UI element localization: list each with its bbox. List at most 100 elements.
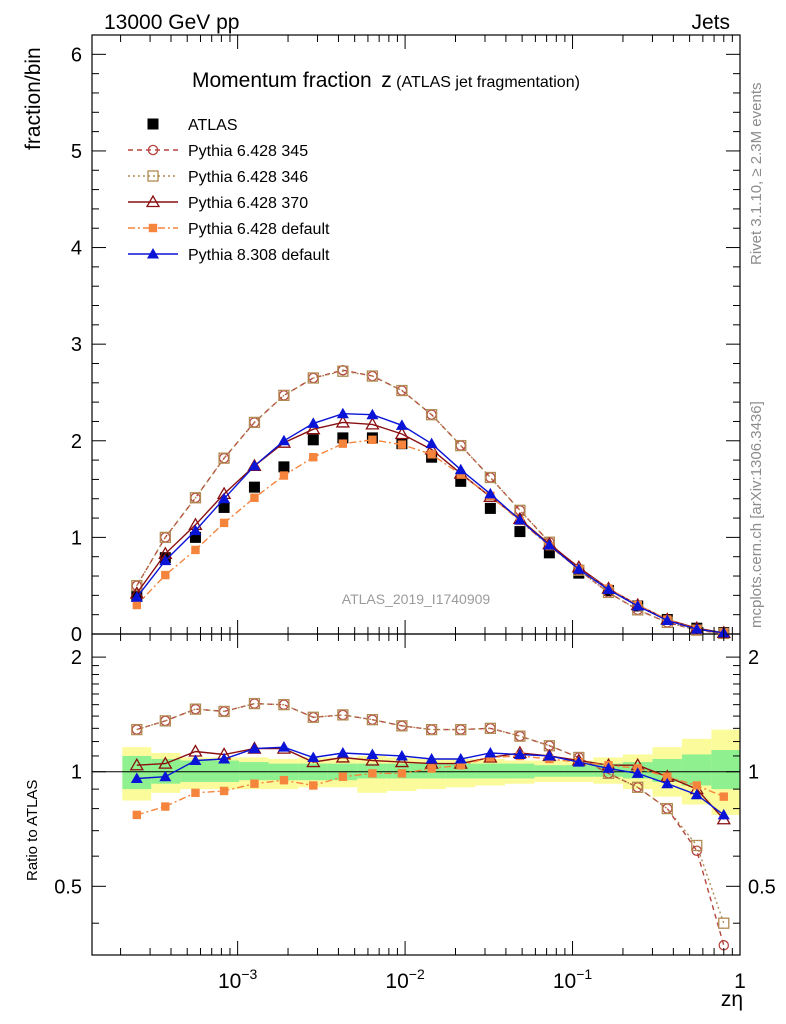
series-line-ratio [136,747,725,820]
series-point-ratio [218,752,231,764]
series-point-ratio [663,772,672,781]
series-point-ratio [662,803,673,814]
series-point-main [484,471,497,484]
series-point-main [485,472,496,483]
series-point-ratio [397,769,407,778]
series-point-ratio [189,754,202,766]
series-point-ratio [191,788,200,798]
y-tick-label-0: 0 [71,624,82,646]
series-point-ratio [309,781,318,790]
series-line-main [136,421,724,634]
legend-label: Pythia 6.428 346 [188,169,308,186]
band-green-13 [504,763,535,779]
x-tick-label-exponent: −3 [241,966,257,982]
series-point-main [218,452,230,464]
series-point-main [279,471,289,480]
atlas-data-point [189,531,201,543]
band-green-19 [681,754,712,786]
y-tick-label-4: 4 [71,238,82,260]
series-line-ratio [136,702,725,924]
series-point-ratio [717,808,730,820]
atlas-data-point [337,432,349,444]
x-tick-label-2: 10−1 [553,966,593,993]
analysis-watermark: ATLAS_2019_I1740909 [342,591,491,607]
series-point-main [250,493,259,502]
series-point-ratio [130,772,143,783]
series-point-main [307,417,320,428]
series-point-main [425,437,438,449]
series-point-ratio [484,722,497,734]
series-line-main [136,370,724,635]
series-point-ratio [484,746,497,758]
x-tick-label-base: 1 [734,970,746,993]
series-point-ratio [132,810,142,820]
series-point-main [248,416,261,429]
atlas-data-point [278,461,290,473]
series-point-main [306,421,321,435]
ratio-panel-frame [91,633,741,956]
series-point-main [336,407,349,419]
series-point-ratio [543,749,556,761]
atlas-data-point [218,501,230,513]
series-point-ratio [158,756,173,769]
ratio-tick-label-right-0: 0.5 [748,876,776,898]
series-point-main [277,434,290,446]
legend-label: ATLAS [188,117,238,134]
series-point-main [631,599,644,611]
series-line-main [136,369,724,635]
series-point-main [130,591,143,602]
series-point-ratio [368,769,377,778]
y-axis-label: fraction/bin [22,47,45,150]
legend-item-3: Pythia 6.428 370 [128,194,308,212]
series-point-ratio [454,752,467,764]
series-point-ratio [425,723,438,736]
ratio-tick-label-left-0: 0.5 [54,876,82,898]
series-point-ratio [661,802,673,815]
series-point-ratio [692,781,701,790]
series-point-main [189,492,202,504]
legend-item-2: Pythia 6.428 346 [128,169,308,186]
ratio-y-axis-label: Ratio to ATLAS [24,780,41,881]
series-point-ratio [129,757,144,771]
x-tick-label-base: 10 [553,970,576,993]
series-point-main [484,487,497,499]
series-point-ratio [514,730,526,742]
series-point-ratio [427,764,436,773]
series-point-main [366,408,379,420]
atlas-data-point [307,434,319,446]
atlas-data-point [484,502,496,514]
series-point-ratio [485,723,496,734]
series-point-ratio [455,723,467,736]
series-point-main [455,439,467,452]
x-tick-label-0: 10−3 [218,966,258,993]
series-point-main [454,463,467,475]
side-text-top: Rivet 3.1.10, ≥ 2.3M events [748,83,765,266]
ratio-tick-label-left-2: 2 [71,647,82,669]
legend-marker [147,248,159,259]
series-point-main [690,623,703,634]
series-point-main [161,570,170,580]
series-point-ratio [690,788,703,800]
series-point-ratio [366,714,379,726]
series-point-main [307,372,319,384]
chart-title: Momentum fraction z (ATLAS jet fragmenta… [192,69,580,92]
atlas-data-point [514,526,526,538]
band-green-12 [475,763,505,779]
y-tick-label-3: 3 [71,334,82,356]
band-green-4 [239,762,269,781]
series-point-ratio [631,767,644,778]
series-point-main [513,513,526,525]
series-point-main [337,364,349,376]
series-point-main [543,539,556,550]
series-point-ratio [160,715,171,727]
series-point-main [278,389,290,402]
ratio-tick-label-right-2: 2 [748,647,759,669]
legend-label: Pythia 8.308 default [188,247,330,264]
series-point-main [189,524,202,536]
series-point-ratio [661,777,674,789]
series-point-ratio [366,748,379,759]
series-point-main [159,531,171,544]
series-point-main [572,563,585,574]
series-point-ratio [337,709,349,721]
